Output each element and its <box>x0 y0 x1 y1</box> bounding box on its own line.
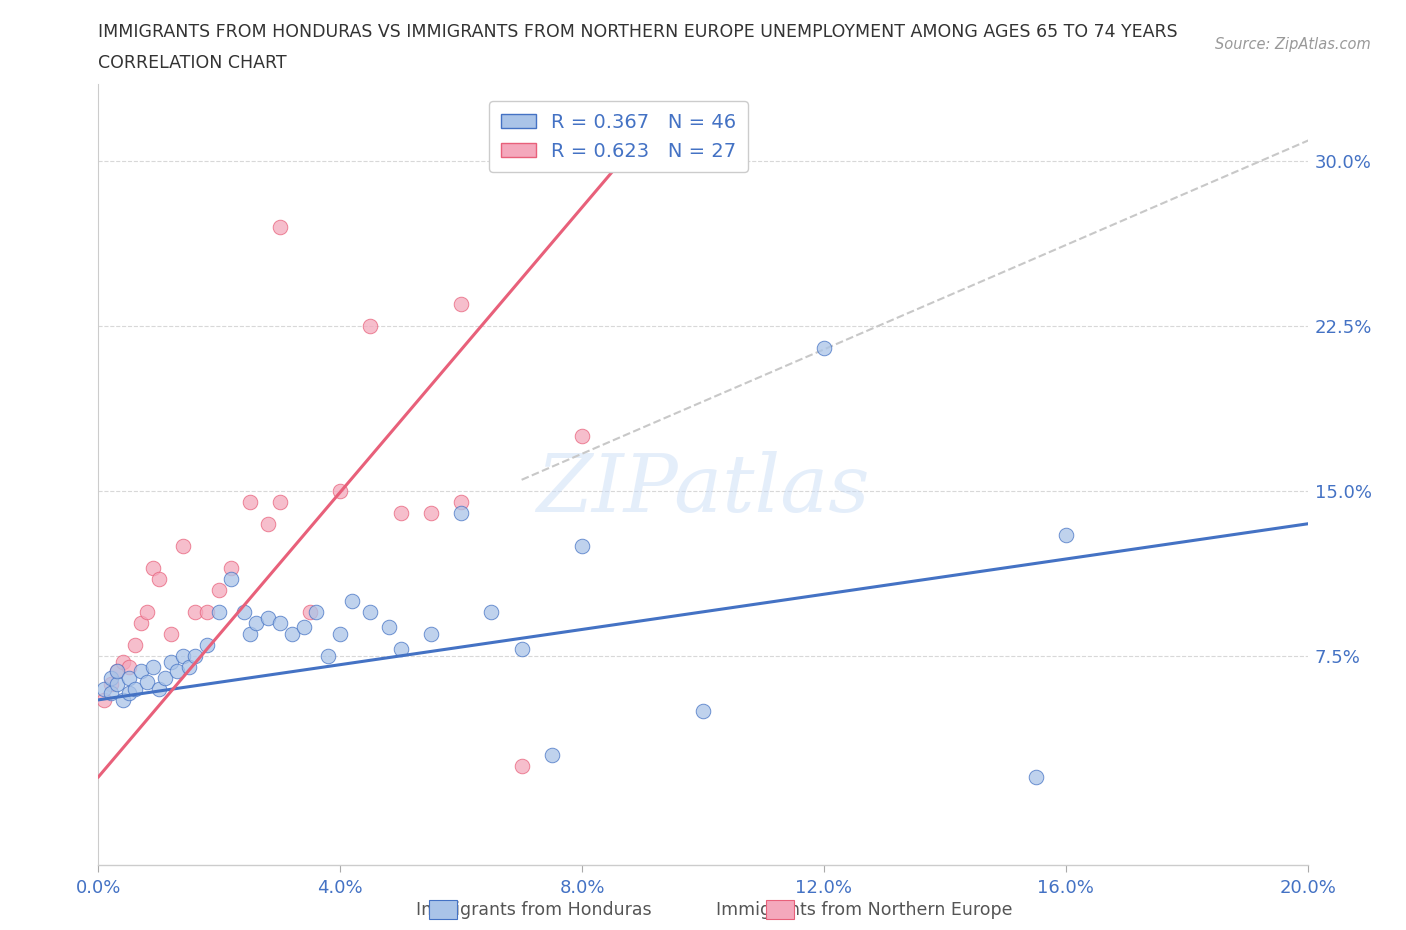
Point <box>124 637 146 652</box>
Text: Source: ZipAtlas.com: Source: ZipAtlas.com <box>1215 37 1371 52</box>
Point <box>481 604 503 619</box>
Point <box>256 611 278 626</box>
Point <box>93 682 115 697</box>
Point <box>239 495 262 510</box>
Point <box>360 318 382 333</box>
Point <box>571 429 593 444</box>
Point <box>692 703 714 718</box>
Point <box>118 671 141 685</box>
Point <box>142 561 165 576</box>
Point <box>153 671 176 685</box>
Point <box>329 484 352 498</box>
Point <box>208 582 231 597</box>
Text: Immigrants from Northern Europe: Immigrants from Northern Europe <box>717 900 1012 919</box>
Point <box>135 675 157 690</box>
Point <box>389 505 412 520</box>
Point <box>450 505 472 520</box>
Point <box>118 659 141 674</box>
Point <box>1054 527 1077 542</box>
Point <box>316 648 339 663</box>
Point <box>450 297 472 312</box>
Point <box>195 604 218 619</box>
Point <box>111 655 134 670</box>
Point <box>184 648 207 663</box>
Point <box>239 627 262 642</box>
Point <box>232 604 254 619</box>
Point <box>813 340 835 355</box>
Point <box>256 516 278 531</box>
Point <box>172 538 194 553</box>
Point <box>360 604 382 619</box>
Point <box>100 671 122 685</box>
Text: CORRELATION CHART: CORRELATION CHART <box>98 54 287 72</box>
Point <box>571 538 593 553</box>
Point <box>118 685 141 700</box>
Point <box>93 693 115 708</box>
Point <box>208 604 231 619</box>
Point <box>221 561 243 576</box>
Point <box>160 655 183 670</box>
Point <box>450 495 472 510</box>
Point <box>377 619 399 634</box>
Point <box>269 219 291 234</box>
Point <box>129 616 152 631</box>
Point <box>105 677 128 692</box>
Legend: R = 0.367   N = 46, R = 0.623   N = 27: R = 0.367 N = 46, R = 0.623 N = 27 <box>489 101 748 172</box>
Point <box>184 604 207 619</box>
Point <box>105 664 128 679</box>
Point <box>221 571 243 586</box>
Point <box>160 627 183 642</box>
Point <box>269 495 291 510</box>
Point <box>292 619 315 634</box>
Point <box>540 748 562 763</box>
Point <box>389 642 412 657</box>
Point <box>179 659 201 674</box>
Point <box>342 593 364 608</box>
Point <box>148 571 170 586</box>
Text: IMMIGRANTS FROM HONDURAS VS IMMIGRANTS FROM NORTHERN EUROPE UNEMPLOYMENT AMONG A: IMMIGRANTS FROM HONDURAS VS IMMIGRANTS F… <box>98 23 1178 41</box>
Point <box>281 627 304 642</box>
Point <box>148 682 170 697</box>
Point <box>510 759 533 774</box>
Point <box>129 664 152 679</box>
Point <box>510 642 533 657</box>
Point <box>100 677 122 692</box>
Point <box>135 604 157 619</box>
Text: Immigrants from Honduras: Immigrants from Honduras <box>416 900 652 919</box>
Point <box>172 648 194 663</box>
Point <box>420 505 443 520</box>
Point <box>105 664 128 679</box>
Point <box>305 604 328 619</box>
Point <box>1024 769 1046 784</box>
Point <box>111 693 134 708</box>
Text: ZIPatlas: ZIPatlas <box>536 451 870 528</box>
Point <box>299 604 322 619</box>
Point <box>245 616 267 631</box>
Point <box>329 627 352 642</box>
Point <box>166 664 188 679</box>
Point <box>269 616 291 631</box>
Point <box>142 659 165 674</box>
Point <box>420 627 443 642</box>
Point <box>100 685 122 700</box>
Point <box>124 682 146 697</box>
Point <box>195 637 218 652</box>
